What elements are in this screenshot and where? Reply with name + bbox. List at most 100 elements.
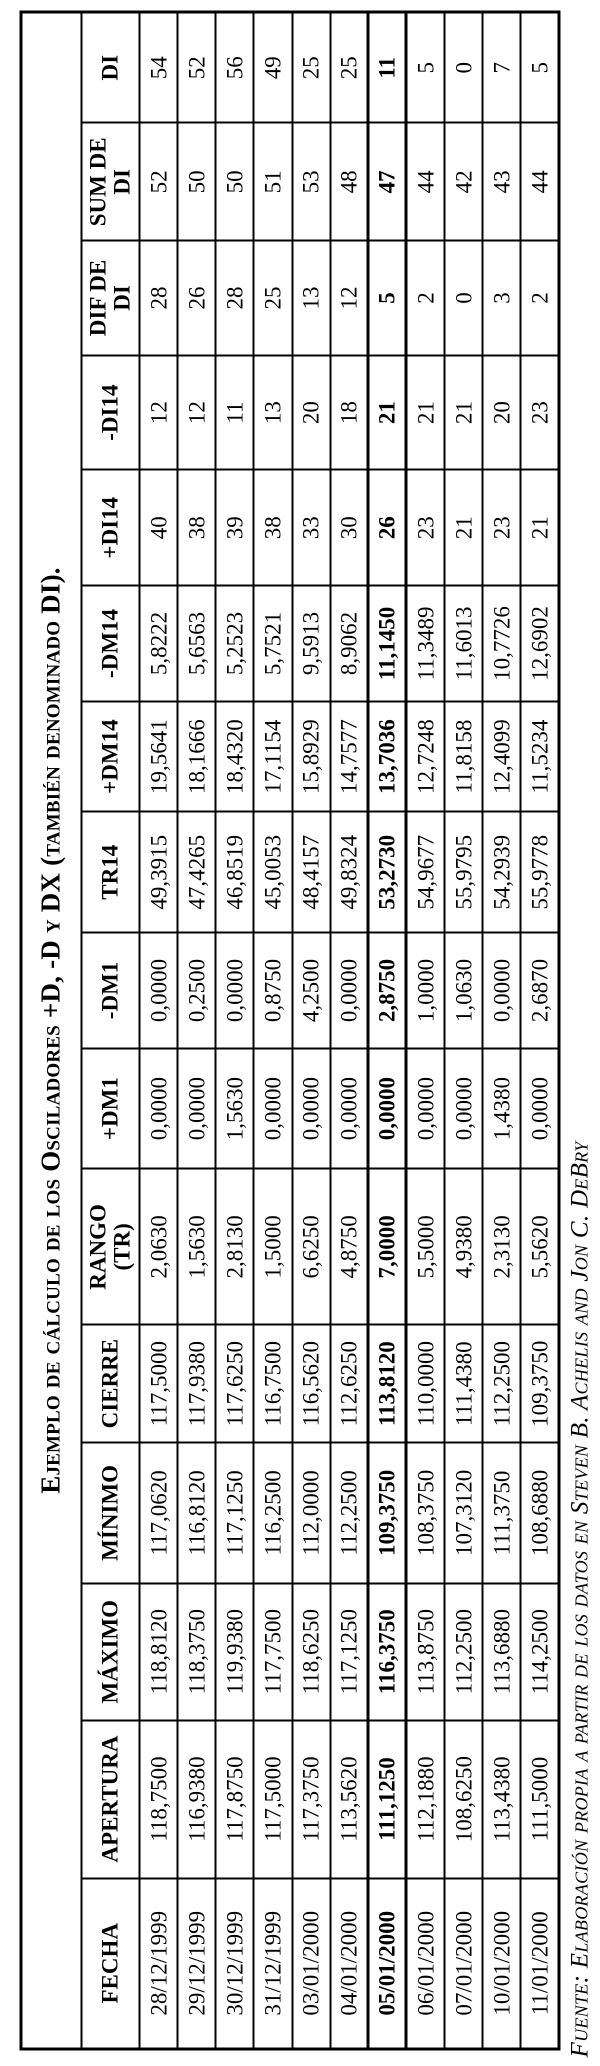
- cell-r4-c15: 25: [292, 12, 331, 123]
- cell-r6-c4: 113,8120: [368, 1324, 407, 1443]
- cell-r5-c6: 0,0000: [330, 1048, 369, 1169]
- cell-r3-c6: 0,0000: [253, 1048, 292, 1169]
- cell-r4-c5: 6,6250: [292, 1168, 331, 1325]
- cell-r10-c10: 12,6902: [520, 585, 559, 702]
- cell-r9-c3: 111,3750: [482, 1442, 521, 1584]
- cell-r6-c15: 11: [368, 12, 407, 123]
- table-title: Ejemplo de cálculo de los Osciladores +D…: [21, 12, 82, 2049]
- cell-r0-c9: 19,5641: [139, 701, 178, 812]
- column-header-13: DIF DE DI: [81, 240, 140, 356]
- cell-r0-c8: 49,3915: [139, 811, 178, 933]
- cell-r6-c2: 116,3750: [368, 1583, 407, 1721]
- source-note: Fuente: Elaboración propia a partir de l…: [566, 1141, 594, 2058]
- cell-r3-c4: 116,7500: [253, 1324, 292, 1443]
- cell-r4-c1: 117,3750: [292, 1720, 331, 1879]
- cell-r0-c15: 54: [139, 12, 178, 123]
- cell-r7-c8: 54,9677: [406, 811, 445, 933]
- cell-r8-c8: 55,9795: [444, 811, 483, 933]
- cell-r5-c1: 113,5620: [330, 1720, 369, 1879]
- cell-r0-c7: 0,0000: [139, 932, 178, 1049]
- cell-r7-c12: 21: [406, 355, 445, 470]
- cell-r8-c9: 11,8158: [444, 701, 483, 812]
- cell-r9-c0: 10/01/2000: [482, 1878, 521, 2049]
- cell-r8-c6: 0,0000: [444, 1048, 483, 1169]
- cell-r9-c11: 23: [482, 469, 521, 586]
- cell-r5-c12: 18: [330, 355, 369, 470]
- cell-r10-c14: 44: [520, 122, 559, 241]
- cell-r0-c14: 52: [139, 122, 178, 241]
- cell-r10-c1: 111,5000: [520, 1720, 559, 1879]
- cell-r5-c10: 8,9062: [330, 585, 369, 702]
- column-header-1: APERTURA: [81, 1720, 140, 1879]
- cell-r3-c12: 13: [253, 355, 292, 470]
- cell-r1-c6: 0,0000: [177, 1048, 216, 1169]
- cell-r3-c11: 38: [253, 469, 292, 586]
- column-header-9: +DM14: [81, 701, 140, 812]
- cell-r5-c0: 04/01/2000: [330, 1878, 369, 2049]
- data-row-2: 30/12/1999 117,8750 119,9380 117,1250 117,62…: [215, 12, 254, 2049]
- cell-r9-c2: 113,6880: [482, 1583, 521, 1721]
- cell-r2-c0: 30/12/1999: [215, 1878, 254, 2049]
- cell-r9-c6: 1,4380: [482, 1048, 521, 1169]
- cell-r7-c15: 5: [406, 12, 445, 123]
- cell-r2-c1: 117,8750: [215, 1720, 254, 1879]
- data-row-0: 28/12/1999 118,7500 118,8120 117,0620 117,50…: [139, 12, 178, 2049]
- cell-r2-c7: 0,0000: [215, 932, 254, 1049]
- data-row-3: 31/12/1999 117,5000 117,7500 116,2500 116,75…: [253, 12, 292, 2049]
- cell-r3-c15: 49: [253, 12, 292, 123]
- cell-r5-c9: 14,7577: [330, 701, 369, 812]
- cell-r9-c15: 7: [482, 12, 521, 123]
- cell-r8-c1: 108,6250: [444, 1720, 483, 1879]
- cell-r10-c6: 0,0000: [520, 1048, 559, 1169]
- column-header-2: MÁXIMO: [81, 1583, 140, 1721]
- cell-r6-c5: 7,0000: [368, 1168, 407, 1325]
- column-header-row: FECHA APERTURA MÁXIMO MÍNIMO CIERRE RANGO (TR…: [81, 12, 140, 2049]
- column-header-0: FECHA: [81, 1878, 140, 2049]
- cell-r7-c0: 06/01/2000: [406, 1878, 445, 2049]
- cell-r9-c13: 3: [482, 240, 521, 356]
- cell-r8-c12: 21: [444, 355, 483, 470]
- cell-r7-c6: 0,0000: [406, 1048, 445, 1169]
- cell-r10-c5: 5,5620: [520, 1168, 559, 1325]
- cell-r7-c9: 12,7248: [406, 701, 445, 812]
- cell-r3-c9: 17,1154: [253, 701, 292, 812]
- cell-r1-c10: 5,6563: [177, 585, 216, 702]
- cell-r1-c4: 117,9380: [177, 1324, 216, 1443]
- cell-r9-c14: 43: [482, 122, 521, 241]
- cell-r4-c3: 112,0000: [292, 1442, 331, 1584]
- cell-r8-c3: 107,3120: [444, 1442, 483, 1584]
- cell-r5-c3: 112,2500: [330, 1442, 369, 1584]
- cell-r6-c12: 21: [368, 355, 407, 470]
- column-header-12: -DI14: [81, 355, 140, 470]
- oscillator-calculation-table: Ejemplo de cálculo de los Osciladores +D…: [19, 10, 561, 2051]
- cell-r3-c1: 117,5000: [253, 1720, 292, 1879]
- cell-r7-c3: 108,3750: [406, 1442, 445, 1584]
- cell-r7-c5: 5,5000: [406, 1168, 445, 1325]
- cell-r3-c14: 51: [253, 122, 292, 241]
- cell-r5-c8: 49,8324: [330, 811, 369, 933]
- cell-r6-c6: 0,0000: [368, 1048, 407, 1169]
- cell-r1-c8: 47,4265: [177, 811, 216, 933]
- cell-r10-c9: 11,5234: [520, 701, 559, 812]
- cell-r4-c12: 20: [292, 355, 331, 470]
- cell-r1-c12: 12: [177, 355, 216, 470]
- cell-r8-c2: 112,2500: [444, 1583, 483, 1721]
- data-row-10: 11/01/2000 111,5000 114,2500 108,6880 109,37…: [520, 12, 559, 2049]
- cell-r9-c12: 20: [482, 355, 521, 470]
- cell-r4-c11: 33: [292, 469, 331, 586]
- cell-r3-c5: 1,5000: [253, 1168, 292, 1325]
- cell-r0-c1: 118,7500: [139, 1720, 178, 1879]
- column-header-4: CIERRE: [81, 1324, 140, 1443]
- rotated-table-wrapper: Ejemplo de cálculo de los Osciladores +D…: [19, 10, 561, 2051]
- data-row-8: 07/01/2000 108,6250 112,2500 107,3120 111,43…: [444, 12, 483, 2049]
- cell-r3-c13: 25: [253, 240, 292, 356]
- cell-r10-c11: 21: [520, 469, 559, 586]
- data-row-5: 04/01/2000 113,5620 117,1250 112,2500 112,62…: [330, 12, 369, 2049]
- cell-r6-c3: 109,3750: [368, 1442, 407, 1584]
- cell-r10-c12: 23: [520, 355, 559, 470]
- data-row-6: 05/01/2000 111,1250 116,3750 109,3750 113,81…: [368, 12, 407, 2049]
- cell-r5-c5: 4,8750: [330, 1168, 369, 1325]
- cell-r4-c13: 13: [292, 240, 331, 356]
- cell-r2-c5: 2,8130: [215, 1168, 254, 1325]
- cell-r1-c15: 52: [177, 12, 216, 123]
